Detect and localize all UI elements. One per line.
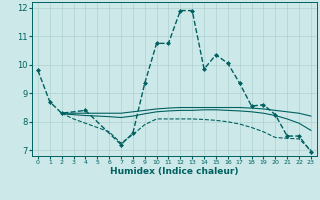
X-axis label: Humidex (Indice chaleur): Humidex (Indice chaleur) [110, 167, 239, 176]
